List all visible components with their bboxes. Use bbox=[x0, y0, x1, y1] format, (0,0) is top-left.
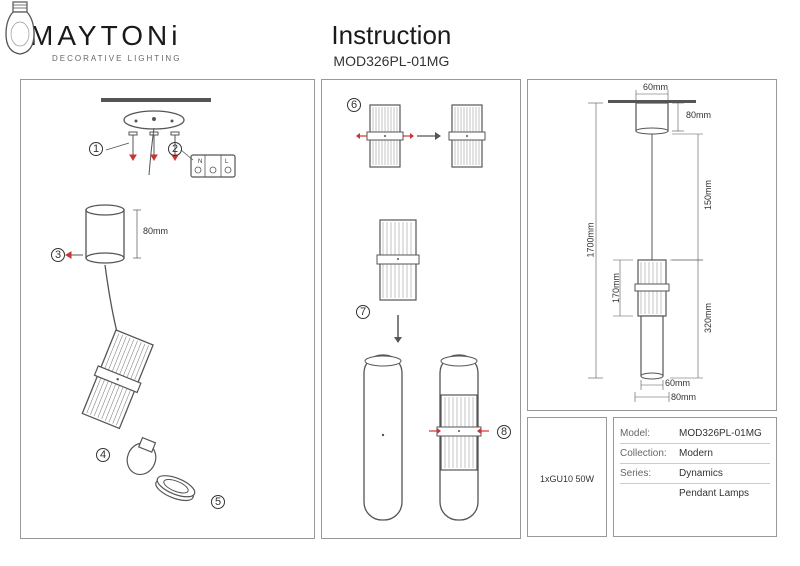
content-panels: N L bbox=[0, 79, 800, 549]
panel-specs: Model: MOD326PL-01MG Collection: Modern … bbox=[613, 417, 777, 537]
header: MAYTONi DECORATIVE LIGHTING Instruction … bbox=[0, 0, 800, 79]
spec-series-label: Series: bbox=[620, 468, 675, 479]
panel-bulb: 1xGU10 50W bbox=[527, 417, 607, 537]
dim-1700: 1700mm bbox=[586, 222, 596, 257]
dim-60-bottom: 60mm bbox=[665, 378, 690, 388]
svg-text:N: N bbox=[198, 159, 202, 165]
spec-row-series: Series: Dynamics bbox=[620, 464, 770, 484]
panel-dimensions: 60mm 80mm 150mm 1700mm 170mm 320mm 60mm … bbox=[527, 79, 777, 411]
bulb-spec: 1xGU10 50W bbox=[540, 474, 594, 484]
dim-320: 320mm bbox=[703, 303, 713, 333]
spec-series-value: Dynamics bbox=[679, 468, 723, 479]
dimension-diagram bbox=[528, 80, 778, 412]
logo: MAYTONi DECORATIVE LIGHTING bbox=[30, 20, 181, 63]
spec-model-label: Model: bbox=[620, 428, 675, 439]
step-4: 4 bbox=[96, 448, 110, 462]
assembly-diagram-mid bbox=[322, 80, 522, 540]
step-2: 2 bbox=[168, 142, 182, 156]
instruction-title: Instruction bbox=[331, 20, 451, 51]
title-block: Instruction MOD326PL-01MG bbox=[331, 20, 451, 69]
dim-80-bottom: 80mm bbox=[671, 392, 696, 402]
spec-row-type: Pendant Lamps bbox=[620, 484, 770, 503]
panel-info-row: 1xGU10 50W Model: MOD326PL-01MG Collecti… bbox=[527, 417, 777, 537]
spec-type-label bbox=[620, 488, 675, 499]
panel-right-column: 60mm 80mm 150mm 1700mm 170mm 320mm 60mm … bbox=[527, 79, 777, 549]
dim-left-80: 80mm bbox=[143, 226, 168, 236]
model-code: MOD326PL-01MG bbox=[331, 53, 451, 69]
spec-model-value: MOD326PL-01MG bbox=[679, 428, 762, 439]
spec-row-collection: Collection: Modern bbox=[620, 444, 770, 464]
step-8: 8 bbox=[497, 425, 511, 439]
step-6: 6 bbox=[347, 98, 361, 112]
panel-assembly-left: N L bbox=[20, 79, 315, 539]
bulb-icon bbox=[0, 0, 40, 58]
panel-assembly-mid: 6 7 8 bbox=[321, 79, 521, 539]
dim-80-cup: 80mm bbox=[686, 110, 711, 120]
spec-type-value: Pendant Lamps bbox=[679, 488, 749, 499]
step-1: 1 bbox=[89, 142, 103, 156]
step-5: 5 bbox=[211, 495, 225, 509]
dim-60-top: 60mm bbox=[643, 82, 668, 92]
spec-collection-label: Collection: bbox=[620, 448, 675, 459]
step-7: 7 bbox=[356, 305, 370, 319]
spec-collection-value: Modern bbox=[679, 448, 713, 459]
step-3: 3 bbox=[51, 248, 65, 262]
spec-row-model: Model: MOD326PL-01MG bbox=[620, 424, 770, 444]
dim-170: 170mm bbox=[611, 273, 621, 303]
dim-150: 150mm bbox=[703, 180, 713, 210]
brand-tagline: DECORATIVE LIGHTING bbox=[30, 54, 181, 63]
brand-name: MAYTONi bbox=[30, 20, 181, 52]
